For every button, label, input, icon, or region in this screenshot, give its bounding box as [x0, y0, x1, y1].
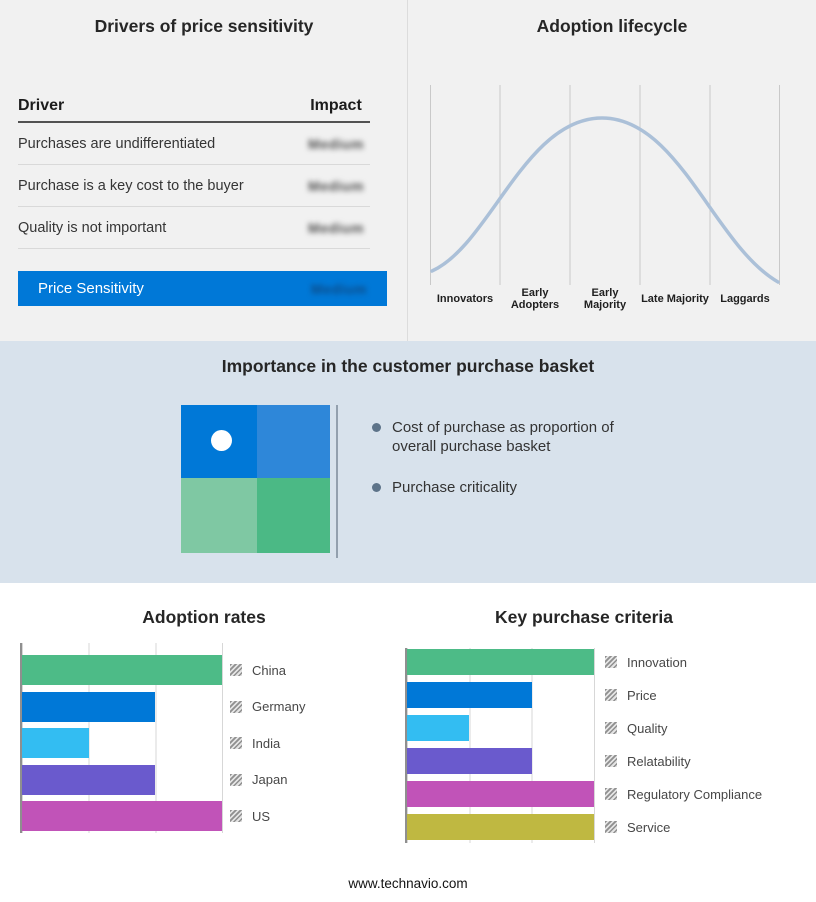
legend-item: Regulatory Compliance — [605, 786, 762, 802]
price-sensitivity-label: Price Sensitivity — [38, 280, 144, 297]
legend-item: Quality — [605, 720, 667, 736]
driver-label: Purchase is a key cost to the buyer — [18, 177, 244, 194]
key-purchase-criteria-chart — [405, 648, 596, 843]
impact-value: Medium — [308, 135, 364, 152]
legend-swatch-icon — [230, 773, 242, 786]
bullet-item: Cost of purchase as proportion of overal… — [372, 418, 650, 456]
stage-label: Innovators — [436, 293, 494, 305]
bullet-item: Purchase criticality — [372, 478, 650, 497]
bar-us — [22, 801, 223, 831]
legend-item: India — [230, 735, 280, 751]
adoption-rates-chart — [20, 643, 225, 833]
legend-swatch-icon — [230, 700, 242, 713]
drivers-table: Purchases are undifferentiated Medium Pu… — [18, 123, 370, 249]
legend-item: Price — [605, 687, 657, 703]
driver-label: Quality is not important — [18, 219, 167, 236]
impact-value: Medium — [308, 177, 364, 194]
bar-china — [22, 655, 223, 685]
matrix-axis-line — [336, 405, 338, 558]
bar-service — [407, 814, 594, 840]
website-url: www.technavio.com — [348, 876, 468, 891]
price-sensitivity-row: Price Sensitivity Medium — [18, 271, 387, 306]
bar-japan — [22, 764, 156, 795]
bullet-icon — [372, 483, 381, 492]
bullet-icon — [372, 423, 381, 432]
matrix-quadrant-bottom-left — [181, 478, 257, 553]
impact-value: Medium — [308, 219, 364, 236]
bullet-text: Purchase criticality — [392, 479, 518, 496]
legend-item: Germany — [230, 699, 305, 715]
legend-item: Service — [605, 819, 670, 835]
table-row: Quality is not important Medium — [18, 207, 370, 249]
table-row: Purchases are undifferentiated Medium — [18, 123, 370, 165]
top-section: Drivers of price sensitivity Adoption li… — [0, 0, 816, 341]
price-sensitivity-impact: Medium — [311, 280, 367, 297]
charts-section: Adoption rates Key purchase criteria Chi… — [0, 583, 816, 902]
legend-label: US — [252, 808, 271, 824]
legend-item: Japan — [230, 772, 287, 788]
legend-label: China — [252, 662, 286, 678]
legend-label: Quality — [627, 720, 668, 736]
bullet-text: Cost of purchase as proportion of overal… — [392, 419, 614, 455]
panel-divider — [407, 0, 408, 341]
legend-label: Japan — [252, 772, 288, 787]
column-header-driver: Driver — [18, 97, 65, 114]
lifecycle-title: Adoption lifecycle — [536, 16, 688, 36]
legend-item: US — [230, 808, 270, 824]
lifecycle-stage-labels: Innovators Early Adopters Early Majority… — [430, 284, 780, 314]
bar-regulatory-compliance — [407, 781, 594, 807]
column-header-impact: Impact — [310, 97, 362, 114]
basket-title: Importance in the customer purchase bask… — [221, 356, 595, 376]
legend-swatch-icon — [230, 664, 242, 676]
legend-swatch-icon — [605, 689, 617, 701]
legend-swatch-icon — [605, 722, 617, 734]
legend-label: Service — [627, 819, 671, 835]
legend-item: Innovation — [605, 654, 687, 670]
bar-india — [22, 728, 89, 758]
driver-label: Purchases are undifferentiated — [18, 135, 216, 152]
adoption-rates-legend: China Germany India Japan US — [230, 643, 415, 833]
stage-label: Laggards — [720, 293, 770, 305]
bar-price — [407, 682, 532, 708]
purchase-basket-section: Importance in the customer purchase bask… — [0, 341, 816, 583]
bar-relatability — [407, 748, 532, 774]
stage-label: Early Majority — [583, 287, 627, 311]
bell-curve — [430, 116, 780, 284]
stage-label: Late Majority — [641, 293, 709, 305]
key-purchase-criteria-title: Key purchase criteria — [494, 607, 673, 627]
position-dot-icon — [211, 430, 232, 451]
legend-swatch-icon — [230, 737, 242, 749]
header-rule — [18, 121, 370, 123]
bar-quality — [407, 715, 470, 741]
legend-swatch-icon — [605, 821, 617, 833]
stage-label: Early Adopters — [510, 287, 560, 311]
bar-germany — [22, 691, 156, 722]
legend-label: Germany — [252, 699, 306, 714]
legend-label: Regulatory Compliance — [627, 786, 763, 802]
adoption-lifecycle-chart — [430, 85, 780, 285]
legend-item: Relatability — [605, 753, 691, 769]
bar-innovation — [407, 649, 594, 675]
bullet-list: Cost of purchase as proportion of overal… — [372, 418, 650, 519]
drivers-title: Drivers of price sensitivity — [94, 16, 314, 36]
matrix-quadrant-top-right — [257, 405, 330, 478]
adoption-rates-title: Adoption rates — [142, 607, 266, 627]
purchase-basket-matrix-icon — [181, 405, 330, 553]
matrix-quadrant-top-left — [181, 405, 257, 478]
table-row: Purchase is a key cost to the buyer Medi… — [18, 165, 370, 207]
key-purchase-criteria-legend: Innovation Price Quality Relatability Regula… — [605, 648, 790, 843]
legend-swatch-icon — [605, 656, 617, 668]
legend-label: Innovation — [627, 654, 687, 670]
matrix-quadrant-bottom-right — [257, 478, 330, 553]
legend-item: China — [230, 662, 286, 678]
legend-swatch-icon — [605, 788, 617, 800]
legend-swatch-icon — [605, 755, 617, 767]
legend-swatch-icon — [230, 810, 242, 822]
legend-label: India — [252, 735, 281, 751]
legend-label: Price — [627, 687, 657, 703]
legend-label: Relatability — [627, 753, 691, 769]
lifecycle-gridlines — [430, 85, 780, 285]
